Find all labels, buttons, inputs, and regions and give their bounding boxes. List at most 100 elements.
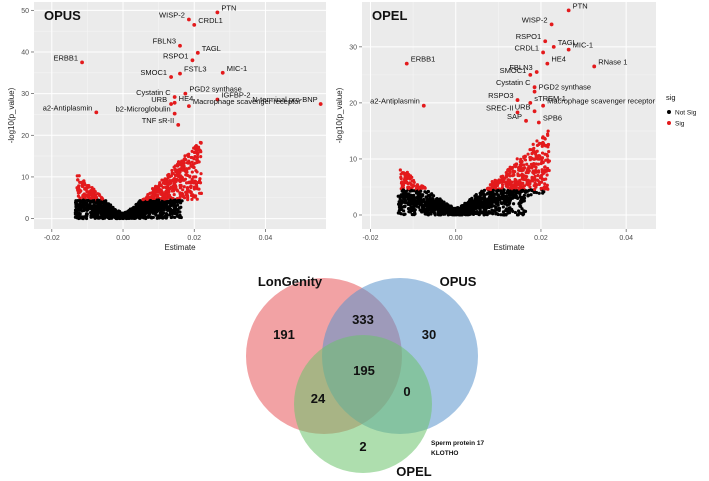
labeled-point bbox=[566, 8, 571, 13]
labeled-point bbox=[543, 39, 548, 44]
labeled-point bbox=[172, 95, 177, 99]
data-point bbox=[416, 199, 420, 203]
data-point bbox=[414, 186, 419, 190]
data-point bbox=[159, 192, 163, 196]
venn-region-count: 333 bbox=[352, 312, 374, 327]
data-point bbox=[474, 211, 478, 215]
data-point bbox=[187, 166, 191, 170]
labeled-point bbox=[172, 100, 177, 105]
venn-annotation: Sperm protein 17 bbox=[431, 440, 484, 447]
point-label: FSTL3 bbox=[184, 65, 207, 74]
data-point bbox=[508, 206, 512, 210]
data-point bbox=[154, 203, 159, 207]
data-point bbox=[488, 190, 493, 195]
data-point bbox=[138, 207, 142, 211]
data-point bbox=[191, 195, 196, 199]
data-point bbox=[541, 171, 545, 176]
labeled-point bbox=[528, 72, 533, 77]
data-point bbox=[492, 185, 496, 189]
x-axis-title: Estimate bbox=[164, 243, 196, 252]
data-point bbox=[96, 212, 100, 216]
point-label: Macrophage scavenger receptor bbox=[547, 97, 655, 106]
data-point bbox=[173, 177, 177, 181]
data-point bbox=[100, 209, 104, 213]
labeled-point bbox=[545, 61, 550, 66]
data-point bbox=[509, 184, 513, 188]
data-point bbox=[159, 209, 164, 213]
data-point bbox=[101, 197, 105, 201]
data-point bbox=[128, 208, 132, 212]
data-point bbox=[157, 187, 161, 191]
data-point bbox=[546, 129, 550, 133]
data-point bbox=[545, 173, 549, 177]
data-point bbox=[148, 191, 152, 195]
labeled-point bbox=[169, 102, 173, 106]
point-label: URB bbox=[151, 95, 167, 104]
data-point bbox=[540, 168, 544, 172]
data-point bbox=[185, 188, 190, 192]
data-point bbox=[419, 197, 423, 202]
point-label: MIC-1 bbox=[573, 41, 593, 50]
data-point bbox=[195, 197, 199, 201]
data-point bbox=[519, 163, 523, 167]
data-point bbox=[184, 181, 189, 185]
data-point bbox=[91, 188, 95, 192]
data-point bbox=[469, 199, 473, 203]
x-tick-label: 0.00 bbox=[449, 235, 463, 242]
data-point bbox=[513, 180, 517, 184]
data-point bbox=[547, 149, 551, 154]
data-point bbox=[522, 163, 526, 167]
data-point bbox=[486, 204, 490, 208]
point-label: SMOC1 bbox=[140, 68, 167, 77]
data-point bbox=[73, 208, 78, 212]
data-point bbox=[545, 183, 549, 187]
data-point bbox=[85, 203, 89, 207]
data-point bbox=[101, 216, 106, 220]
data-point bbox=[190, 197, 194, 202]
data-point bbox=[171, 215, 175, 219]
data-point bbox=[417, 205, 421, 209]
data-point bbox=[158, 190, 162, 194]
data-point bbox=[535, 183, 539, 187]
data-point bbox=[85, 208, 89, 212]
y-axis-title: -log10(p_value) bbox=[7, 87, 16, 143]
point-label: SPB6 bbox=[543, 114, 562, 123]
data-point bbox=[406, 192, 411, 196]
data-point bbox=[171, 171, 175, 176]
point-label: RSPO3 bbox=[488, 91, 513, 100]
labeled-point bbox=[178, 43, 182, 48]
point-label: HE4 bbox=[179, 94, 194, 103]
data-point bbox=[155, 198, 159, 202]
data-point bbox=[511, 174, 515, 178]
data-point bbox=[546, 160, 550, 164]
data-point bbox=[429, 212, 433, 216]
data-point bbox=[123, 215, 127, 220]
data-point bbox=[178, 191, 182, 195]
data-point bbox=[165, 199, 169, 204]
labeled-point bbox=[534, 70, 539, 74]
labeled-point bbox=[541, 103, 545, 108]
data-point bbox=[82, 182, 87, 186]
data-point bbox=[94, 195, 99, 199]
data-point bbox=[521, 181, 525, 185]
data-point bbox=[508, 208, 513, 212]
data-point bbox=[543, 168, 547, 173]
data-point bbox=[537, 191, 541, 195]
point-label: Macrophage scavenger receptor bbox=[193, 97, 301, 106]
data-point bbox=[75, 214, 79, 219]
data-point bbox=[402, 209, 406, 213]
data-point bbox=[517, 191, 522, 195]
data-point bbox=[160, 196, 164, 200]
data-point bbox=[198, 177, 202, 181]
venn-region-count: 24 bbox=[311, 391, 326, 406]
data-point bbox=[527, 164, 531, 169]
data-point bbox=[530, 166, 534, 170]
data-point bbox=[89, 196, 93, 200]
data-point bbox=[547, 168, 551, 173]
data-point bbox=[428, 196, 432, 200]
data-point bbox=[432, 209, 436, 213]
data-point bbox=[412, 184, 416, 188]
data-point bbox=[487, 187, 491, 191]
data-point bbox=[178, 195, 182, 199]
